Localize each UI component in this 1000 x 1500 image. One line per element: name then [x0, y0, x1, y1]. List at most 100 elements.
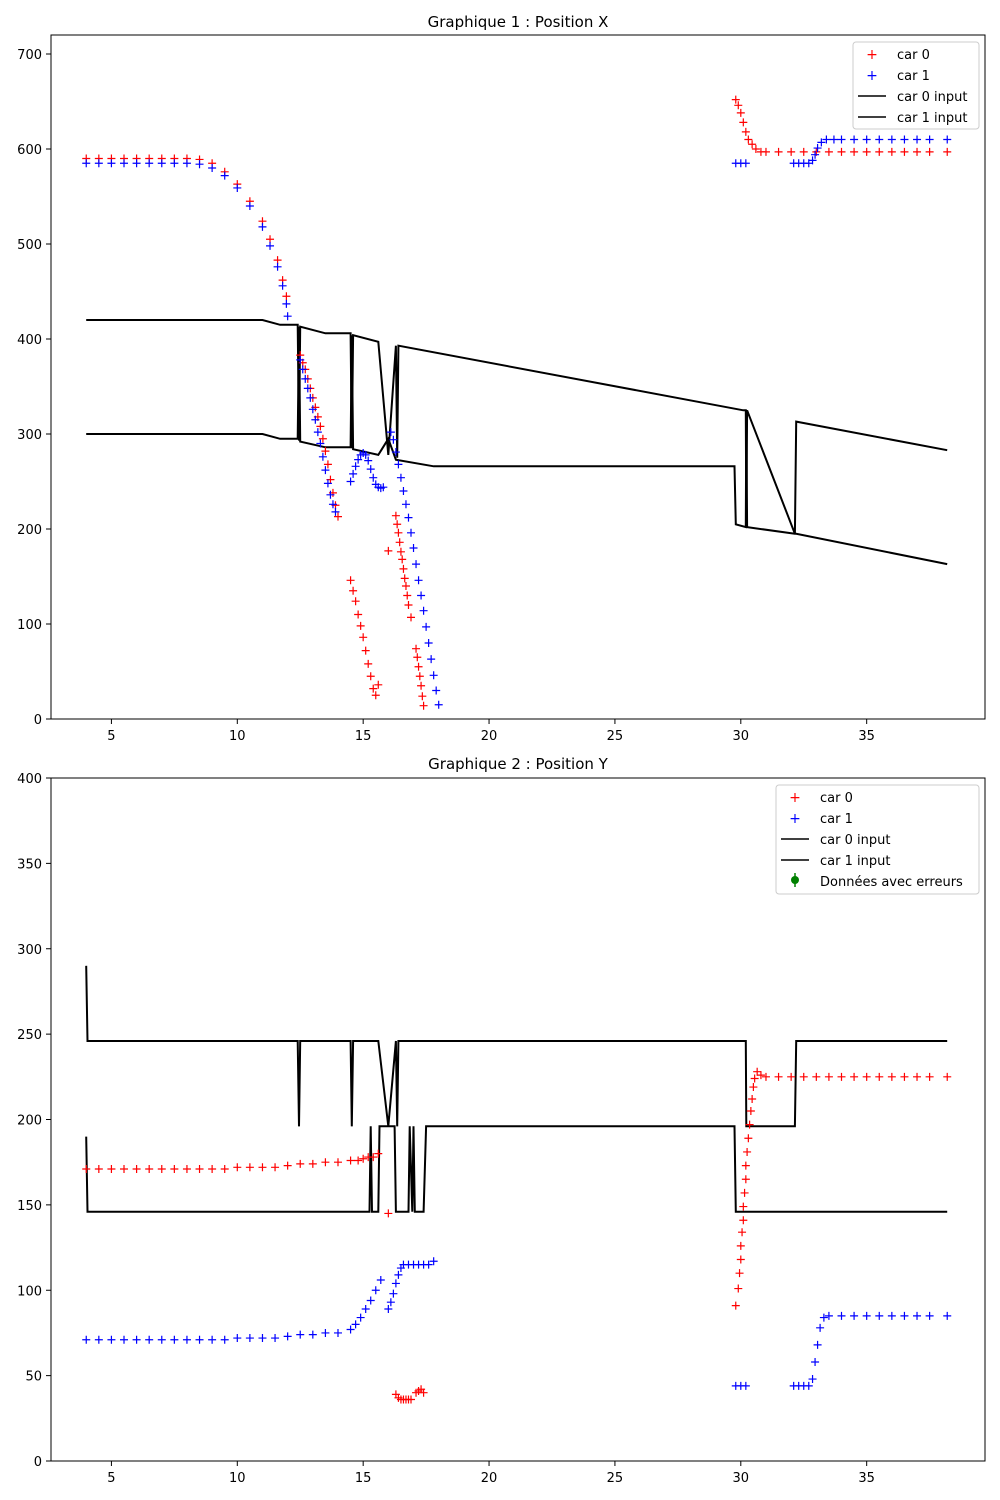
chart-2-title: Graphique 2 : Position Y [428, 755, 609, 773]
data-point [313, 428, 322, 437]
y-tick-label: 200 [17, 1114, 42, 1129]
x-tick-label: 25 [607, 729, 624, 744]
data-point [157, 1165, 166, 1174]
data-point [220, 171, 229, 180]
data-point [741, 1381, 750, 1390]
data-point [943, 135, 952, 144]
data-point [328, 500, 337, 509]
data-point [346, 1325, 355, 1334]
data-point [308, 405, 317, 414]
data-point [419, 606, 428, 615]
data-point [271, 1334, 280, 1343]
data-point [195, 160, 204, 169]
data-point [318, 452, 327, 461]
data-point [82, 1335, 91, 1344]
legend-label-donnees-avec-erreurs: Données avec erreurs [820, 875, 963, 890]
x-tick-label: 35 [858, 1471, 875, 1486]
data-point [731, 95, 740, 104]
data-point [837, 147, 846, 156]
data-point [925, 1072, 934, 1081]
data-point [170, 1335, 179, 1344]
data-point [321, 466, 330, 475]
data-point [311, 415, 320, 424]
y-tick-label: 600 [17, 143, 42, 158]
data-point [407, 528, 416, 537]
data-point [429, 671, 438, 680]
data-point [220, 1165, 229, 1174]
data-point [391, 448, 400, 457]
data-point [761, 147, 770, 156]
data-point [736, 108, 745, 117]
data-point [743, 1147, 752, 1156]
data-point [391, 1279, 400, 1288]
y-tick-label: 300 [17, 943, 42, 958]
data-point [774, 147, 783, 156]
data-point [813, 1340, 822, 1349]
data-point [850, 135, 859, 144]
data-point [744, 1134, 753, 1143]
data-point [900, 1072, 909, 1081]
data-point [424, 639, 433, 647]
data-point [407, 613, 416, 622]
data-point [346, 1156, 355, 1165]
data-point [738, 1228, 747, 1237]
data-point [157, 1335, 166, 1344]
data-point [145, 1335, 154, 1344]
data-point [273, 262, 282, 271]
data-point [837, 1072, 846, 1081]
data-point [182, 1335, 191, 1344]
data-point [404, 601, 413, 609]
data-point [331, 507, 340, 516]
data-point [278, 281, 287, 290]
data-point [316, 422, 325, 431]
data-point [132, 159, 141, 168]
data-point [862, 147, 871, 156]
data-point [731, 1301, 740, 1310]
legend-label-car-1-input: car 1 input [897, 111, 967, 126]
data-point [132, 1165, 141, 1174]
legend-label-car-1: car 1 [820, 812, 853, 827]
x-tick-label: 30 [733, 729, 750, 744]
data-point [346, 576, 355, 585]
data-point [283, 1332, 292, 1341]
data-point [182, 1165, 191, 1174]
data-point [913, 1311, 922, 1320]
legend-label-car-1-input: car 1 input [820, 854, 890, 869]
data-point [107, 159, 116, 168]
data-point [361, 450, 370, 459]
series-line-car-1-input [86, 326, 948, 566]
data-point [811, 150, 820, 159]
data-point [384, 1209, 393, 1218]
data-point [361, 646, 370, 655]
data-point [132, 1335, 141, 1344]
data-point [943, 147, 952, 156]
data-point [943, 1072, 952, 1081]
data-point [107, 1335, 116, 1344]
data-point [296, 355, 305, 364]
data-point [245, 1334, 254, 1343]
data-point [925, 1311, 934, 1320]
data-point [82, 1165, 91, 1174]
data-point [403, 591, 412, 600]
data-point [748, 140, 757, 149]
data-point [258, 1334, 267, 1343]
y-tick-label: 100 [17, 1284, 42, 1299]
data-point [401, 500, 410, 509]
data-point [182, 159, 191, 168]
data-point [414, 662, 423, 671]
data-point [913, 147, 922, 156]
data-point [308, 1330, 317, 1339]
data-point [351, 597, 360, 606]
data-point [427, 655, 436, 664]
data-point [389, 435, 398, 444]
data-point [816, 1323, 825, 1332]
data-point [398, 555, 407, 564]
data-point [736, 1241, 745, 1250]
data-point [306, 393, 315, 402]
data-point [422, 622, 431, 631]
legend-marker-car-0: + [866, 47, 878, 63]
data-point [384, 1305, 393, 1314]
chart-1-legend: + car 0 + car 1 car 0 input car 1 input [852, 41, 980, 130]
data-point [369, 1153, 378, 1162]
data-point [258, 222, 267, 231]
